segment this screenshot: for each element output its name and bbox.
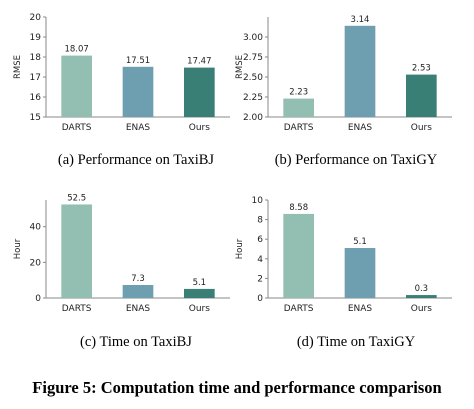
- y-axis-label: Hour: [235, 238, 245, 259]
- data-label: 8.58: [289, 203, 308, 213]
- y-tick-label: 40: [30, 223, 42, 233]
- y-tick-label: 8: [257, 216, 263, 226]
- data-label: 2.53: [412, 64, 431, 74]
- y-tick-label: 20: [30, 13, 42, 23]
- x-tick-label: Ours: [189, 304, 210, 314]
- y-tick-label: 6: [257, 235, 263, 245]
- y-tick-label: 3.00: [243, 33, 263, 43]
- bar-enas: [122, 66, 154, 117]
- y-tick-label: 2.50: [243, 73, 263, 83]
- subcaption-d: (d) Time on TaxiGY: [297, 334, 416, 350]
- chart-performance-taxibj: 15 16 17 18 19 20 RMSE 18.07 DARTS 17.51 ENAS 17.47…: [13, 13, 230, 133]
- data-label: 0.3: [415, 284, 429, 294]
- data-label: 5.1: [193, 278, 207, 288]
- y-axis-label: RMSE: [235, 55, 245, 79]
- bar-ours: [406, 295, 437, 298]
- y-tick-label: 2: [257, 274, 263, 284]
- y-tick-label: 19: [30, 33, 42, 43]
- subcaption-b: (b) Performance on TaxiGY: [275, 152, 438, 168]
- data-label: 18.07: [64, 45, 88, 55]
- chart-time-taxibj: 0 20 40 Hour 52.5 DARTS 7.3 ENAS 5.1 Ours: [13, 193, 230, 314]
- bar-darts: [61, 55, 92, 117]
- figure-caption: Figure 5: Computation time and performan…: [32, 378, 441, 397]
- x-tick-label: ENAS: [126, 304, 151, 314]
- data-label: 2.23: [289, 88, 308, 98]
- bar-darts: [61, 204, 92, 298]
- y-tick-label: 10: [252, 196, 264, 206]
- y-tick-label: 0: [35, 294, 41, 304]
- bar-enas: [344, 248, 376, 298]
- y-tick-label: 18: [30, 53, 42, 63]
- data-label: 52.5: [67, 193, 86, 203]
- x-tick-label: Ours: [189, 123, 210, 133]
- data-label: 17.51: [126, 56, 150, 66]
- data-label: 5.1: [353, 237, 367, 247]
- chart-performance-taxigy: 2.00 2.25 2.50 2.75 3.00 RMSE 2.23 DARTS 3.14 ENA…: [235, 15, 452, 133]
- y-axis-label: RMSE: [13, 55, 23, 79]
- bar-ours: [184, 67, 215, 117]
- y-tick-label: 17: [30, 73, 41, 83]
- data-label: 7.3: [131, 274, 145, 284]
- y-tick-label: 2.25: [243, 93, 263, 103]
- y-tick-label: 20: [30, 258, 42, 268]
- bar-ours: [406, 74, 437, 117]
- subcaption-a: (a) Performance on TaxiBJ: [58, 152, 215, 168]
- data-label: 3.14: [351, 15, 370, 25]
- data-label: 17.47: [187, 57, 211, 67]
- x-tick-label: DARTS: [62, 304, 92, 314]
- y-tick-label: 0: [257, 294, 263, 304]
- x-tick-label: Ours: [411, 123, 432, 133]
- y-axis-label: Hour: [13, 238, 23, 259]
- x-tick-label: DARTS: [62, 123, 92, 133]
- y-tick-label: 4: [257, 255, 263, 265]
- x-tick-label: Ours: [411, 304, 432, 314]
- y-tick-label: 2.00: [243, 113, 263, 123]
- subcaption-c: (c) Time on TaxiBJ: [80, 334, 192, 350]
- x-tick-label: DARTS: [284, 123, 314, 133]
- y-tick-label: 15: [30, 113, 41, 123]
- bar-enas: [122, 284, 154, 298]
- x-tick-label: ENAS: [348, 123, 373, 133]
- y-tick-label: 16: [30, 93, 42, 103]
- chart-time-taxigy: 0 2 4 6 8 10 Hour 8.58 DARTS 5.1 ENAS 0.3 Ours: [235, 196, 452, 314]
- bar-enas: [344, 25, 376, 117]
- bar-darts: [283, 98, 314, 117]
- x-tick-label: ENAS: [348, 304, 373, 314]
- x-tick-label: DARTS: [284, 304, 314, 314]
- bar-darts: [283, 213, 314, 298]
- bar-ours: [184, 288, 215, 298]
- x-tick-label: ENAS: [126, 123, 151, 133]
- y-tick-label: 2.75: [243, 53, 263, 63]
